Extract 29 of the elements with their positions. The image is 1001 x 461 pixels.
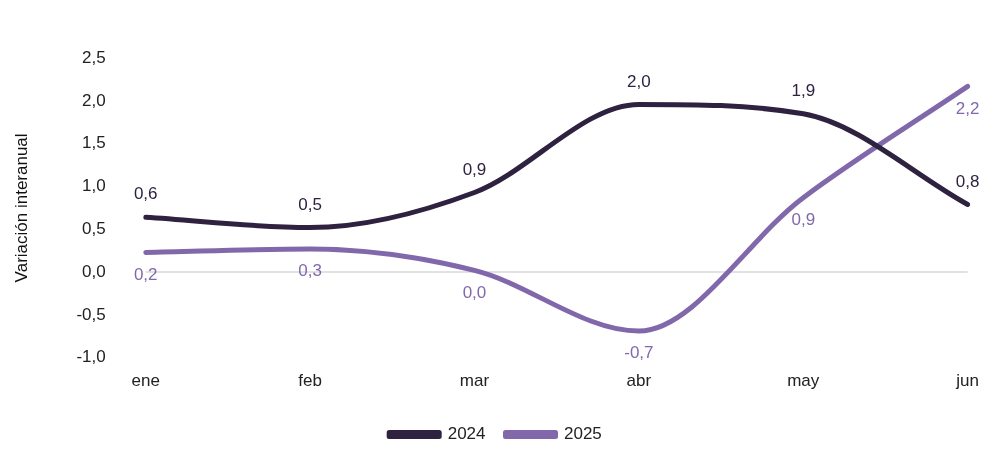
x-tick-label: jun xyxy=(955,371,979,391)
data-label: 0,3 xyxy=(298,261,322,281)
x-tick-label: ene xyxy=(131,371,160,391)
data-label: 2,0 xyxy=(627,71,651,91)
x-tick-label: abr xyxy=(626,371,652,391)
y-tick-label: 1,0 xyxy=(82,176,106,196)
y-tick-label: 2,5 xyxy=(82,47,106,67)
y-axis-title: Variación interanual xyxy=(11,133,31,283)
data-label: 2,2 xyxy=(955,98,980,118)
y-tick-label: -0,5 xyxy=(76,304,106,324)
data-label: 0,2 xyxy=(133,264,158,284)
data-label: 0,0 xyxy=(462,282,487,302)
data-label: 0,5 xyxy=(298,194,322,214)
y-tick-label: 0,0 xyxy=(82,261,106,281)
data-label: 0,6 xyxy=(133,184,158,204)
y-tick-label: 2,0 xyxy=(82,90,106,110)
data-label: 0,8 xyxy=(955,171,980,191)
x-tick-label: may xyxy=(787,371,820,391)
data-label: 0,9 xyxy=(791,209,816,229)
y-tick-label: -1,0 xyxy=(76,347,106,367)
x-tick-label: feb xyxy=(298,371,322,391)
legend-label: 2024 xyxy=(447,424,486,444)
data-label: -0,7 xyxy=(624,343,654,363)
legend-label: 2025 xyxy=(564,424,602,444)
y-tick-label: 0,5 xyxy=(82,218,106,238)
y-tick-label: 1,5 xyxy=(82,133,106,153)
data-label: 1,9 xyxy=(791,80,816,100)
x-tick-label: mar xyxy=(459,371,490,391)
data-label: 0,9 xyxy=(462,159,487,179)
